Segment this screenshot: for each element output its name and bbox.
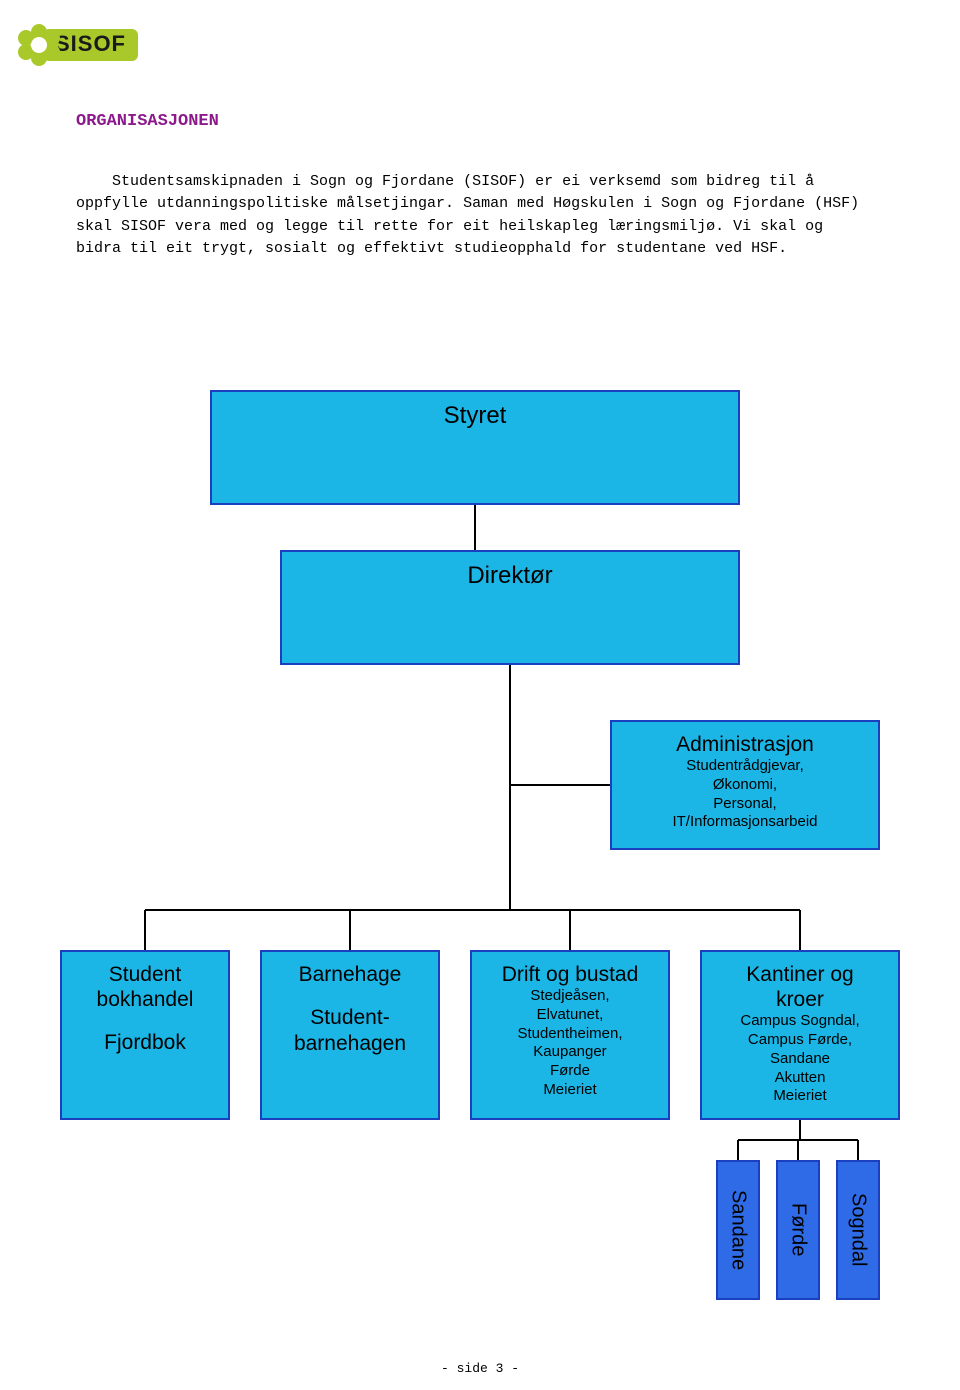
node-title: Drift og bustad xyxy=(502,962,639,987)
vnode-label: Sandane xyxy=(727,1190,750,1270)
node-title: Direktør xyxy=(467,562,552,591)
vnode-label: Førde xyxy=(787,1203,810,1256)
node-student-bokhandel: Studentbokhandel Fjordbok xyxy=(60,950,230,1120)
node-styret: Styret xyxy=(210,390,740,505)
node-title: Administrasjon xyxy=(676,732,814,757)
node-title: Studentbokhandel xyxy=(97,962,194,1012)
node-sub: Student-barnehagen xyxy=(294,1005,406,1058)
node-sub: Stedjeåsen,Elvatunet,Studentheimen,Kaupa… xyxy=(517,987,622,1100)
node-direktor: Direktør xyxy=(280,550,740,665)
node-kantiner-kroer: Kantiner ogkroer Campus Sogndal,Campus F… xyxy=(700,950,900,1120)
node-sub: Studentrådgjevar,Økonomi,Personal,IT/Inf… xyxy=(672,757,817,832)
page-heading: ORGANISASJONEN xyxy=(76,112,219,131)
node-sogndal: Sogndal xyxy=(836,1160,880,1300)
logo-label: SISOF xyxy=(55,31,126,56)
intro-paragraph: Studentsamskipnaden i Sogn og Fjordane (… xyxy=(76,148,876,283)
page-footer: - side 3 - xyxy=(0,1361,960,1376)
paragraph-text: Studentsamskipnaden i Sogn og Fjordane (… xyxy=(76,173,868,258)
heading-text: ORGANISASJONEN xyxy=(76,112,219,131)
node-barnehage: Barnehage Student-barnehagen xyxy=(260,950,440,1120)
vnode-label: Sogndal xyxy=(847,1193,870,1266)
page: SISOF ORGANISASJONEN Studentsamskipnaden… xyxy=(0,0,960,1390)
node-sub: Campus Sogndal,Campus Førde,SandaneAkutt… xyxy=(740,1012,859,1106)
node-title: Barnehage xyxy=(299,962,402,987)
node-admin: Administrasjon Studentrådgjevar,Økonomi,… xyxy=(610,720,880,850)
node-title: Kantiner ogkroer xyxy=(746,962,853,1012)
footer-text: - side 3 - xyxy=(441,1361,519,1376)
node-sandane: Sandane xyxy=(716,1160,760,1300)
node-forde: Førde xyxy=(776,1160,820,1300)
flower-icon xyxy=(18,24,51,66)
node-drift-bustad: Drift og bustad Stedjeåsen,Elvatunet,Stu… xyxy=(470,950,670,1120)
sisof-logo: SISOF xyxy=(18,18,138,72)
node-sub: Fjordbok xyxy=(104,1030,186,1056)
node-title: Styret xyxy=(444,402,507,431)
